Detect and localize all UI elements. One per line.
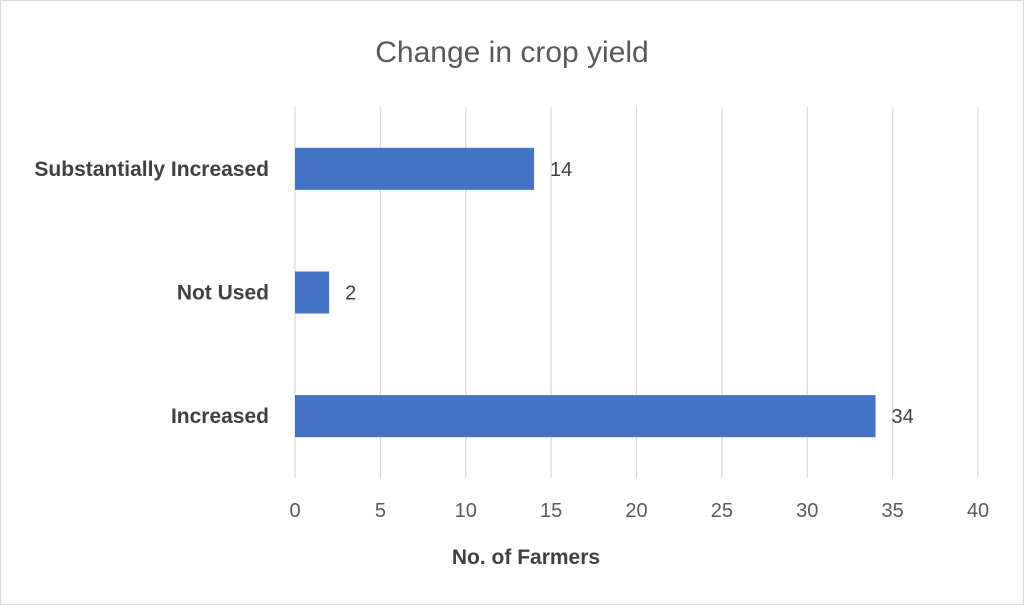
- category-label: Substantially Increased: [34, 158, 269, 181]
- x-axis-title: No. of Farmers: [452, 546, 600, 569]
- labels: 0 5 10 15 20 25 30 35 40 Substantially Increased 1…: [34, 158, 989, 522]
- x-tick-label: 10: [455, 500, 477, 522]
- bars: [295, 147, 876, 438]
- category-label: Not Used: [177, 282, 269, 305]
- data-label: 14: [550, 159, 572, 181]
- x-tick-label: 30: [796, 500, 818, 522]
- x-tick-label: 15: [540, 500, 562, 522]
- category-label: Increased: [171, 405, 269, 428]
- data-label: 34: [892, 406, 914, 428]
- x-tick-label: 25: [711, 500, 733, 522]
- data-label: 2: [345, 283, 356, 305]
- bar: [295, 395, 876, 438]
- bar: [295, 147, 535, 190]
- x-tick-label: 35: [882, 500, 904, 522]
- x-tick-label: 20: [625, 500, 647, 522]
- x-tick-label: 5: [375, 500, 386, 522]
- x-tick-label: 0: [289, 500, 300, 522]
- x-tick-label: 40: [967, 500, 989, 522]
- chart-title: Change in crop yield: [375, 36, 649, 69]
- bar: [295, 271, 330, 314]
